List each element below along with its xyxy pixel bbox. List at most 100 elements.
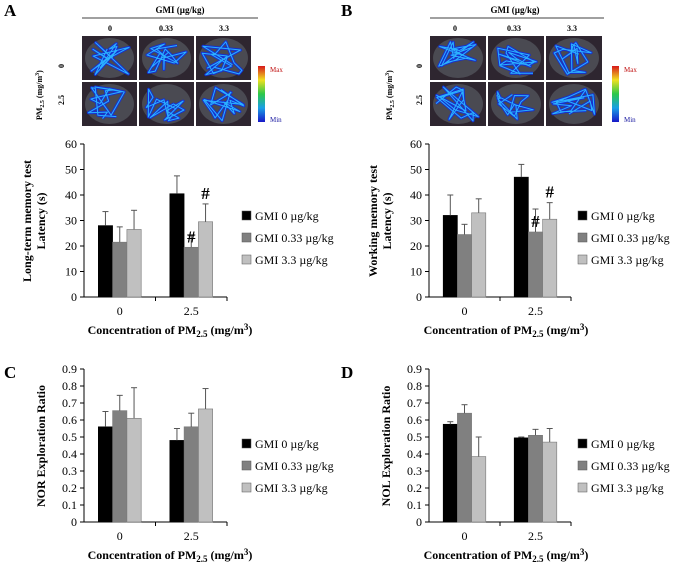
heatmap-block-b: GMI (µg/kg) 0 0.33 3.3 PM2.5 (mg/m3) 0 2… <box>385 5 637 126</box>
colorbar <box>612 66 619 122</box>
y-tick-label: 0.5 <box>407 430 422 444</box>
arena-track-highlight <box>145 88 185 122</box>
arena-track-highlight <box>551 88 595 115</box>
y-tick-label: 0.7 <box>62 396 77 410</box>
y-tick-label: 0 <box>71 290 77 304</box>
y-tick-label: 20 <box>410 239 422 253</box>
y-tick-label: 0.8 <box>407 379 422 393</box>
legend-swatch <box>241 254 252 265</box>
arena-track-highlight <box>87 86 125 119</box>
bar <box>528 434 543 523</box>
x-tick-label: 0 <box>117 304 123 318</box>
bar <box>528 231 543 298</box>
panel-letter-a: A <box>4 1 17 20</box>
x-tick-label: 2.5 <box>184 529 199 543</box>
dose-label: 3.3 <box>219 24 229 33</box>
arena-track-highlight <box>553 42 592 75</box>
y-tick-label: 0.9 <box>407 362 422 376</box>
y-tick-label: 0.7 <box>407 396 422 410</box>
dose-label: 3.3 <box>567 24 577 33</box>
bar <box>126 417 142 523</box>
bar <box>513 437 529 523</box>
arena-track-highlight <box>203 87 245 122</box>
legend-swatch <box>241 460 252 471</box>
arena-track-highlight <box>90 42 130 75</box>
bar <box>457 412 472 523</box>
legend-label: GMI 0.33 µg/kg <box>255 231 334 245</box>
y-axis-title: NOR Exploration Ratio <box>34 385 48 507</box>
y-tick-label: 0.2 <box>62 481 77 495</box>
y-tick-label: 0.3 <box>407 464 422 478</box>
y-tick-label: 10 <box>65 265 77 279</box>
legend-swatch <box>241 210 252 221</box>
y-tick-label: 0.1 <box>62 498 77 512</box>
significance-mark: # <box>531 212 540 231</box>
chart-c-nor-exploration: 0 0.1 0.2 0.3 0.4 0.5 0.6 0.7 0.8 0.9 NOR Explorat… <box>34 362 334 564</box>
x-axis-title: Concentration of PM2.5 (mg/m3) <box>88 547 253 564</box>
legend-label: GMI 0 µg/kg <box>255 209 319 223</box>
colorbar-min-label: Min <box>624 116 636 124</box>
y-axis-title: Working memory testLatency (s) <box>366 165 394 277</box>
arena-track-highlight <box>497 45 537 75</box>
chart-a-long-term-memory: 0 10 20 30 40 50 60 Long-term memory testLatenc… <box>20 137 334 339</box>
x-axis-title: Concentration of PM2.5 (mg/m3) <box>424 547 589 564</box>
legend-swatch <box>577 254 588 265</box>
heatmap-row-label: 0 <box>415 64 424 68</box>
legend-label: GMI 0 µg/kg <box>591 209 655 223</box>
bar <box>98 426 113 523</box>
colorbar-max-label: Max <box>624 66 637 74</box>
y-tick-label: 0.8 <box>62 379 77 393</box>
y-tick-label: 0.6 <box>407 413 422 427</box>
x-axis-title: Concentration of PM2.5 (mg/m3) <box>88 322 253 339</box>
y-tick-label: 10 <box>410 265 422 279</box>
heatmap-row-axis-label: PM2.5 (mg/m3) <box>385 70 396 120</box>
y-tick-label: 40 <box>410 188 422 202</box>
dose-label: 0 <box>108 24 112 33</box>
legend-label: GMI 3.3 µg/kg <box>255 481 328 495</box>
legend-label: GMI 3.3 µg/kg <box>255 253 328 267</box>
arena-grid <box>430 36 602 126</box>
arena-grid <box>82 36 251 126</box>
legend-label: GMI 0 µg/kg <box>591 437 655 451</box>
y-tick-label: 0.9 <box>62 362 77 376</box>
y-tick-label: 60 <box>65 137 77 151</box>
arena-track-highlight <box>438 41 477 67</box>
bar <box>542 218 558 298</box>
bar <box>442 423 458 523</box>
legend-swatch <box>577 482 588 493</box>
x-tick-label: 2.5 <box>528 529 543 543</box>
bar <box>198 408 213 523</box>
legend-label: GMI 0.33 µg/kg <box>591 459 670 473</box>
dose-label: 0.33 <box>159 24 173 33</box>
dose-label: 0.33 <box>507 24 521 33</box>
y-axis-title: Long-term memory testLatency (s) <box>20 160 48 282</box>
legend-swatch <box>577 232 588 243</box>
bar <box>183 426 199 523</box>
y-tick-label: 0.1 <box>407 498 422 512</box>
bar <box>98 225 113 298</box>
y-tick-label: 0.6 <box>62 413 77 427</box>
y-tick-label: 20 <box>65 239 77 253</box>
arena-track-highlight <box>435 86 479 122</box>
bar <box>471 212 487 298</box>
legend-swatch <box>241 438 252 449</box>
heatmap-row-axis-label: PM2.5 (mg/m3) <box>35 70 46 120</box>
dose-label: 0 <box>453 24 457 33</box>
bar <box>442 215 458 298</box>
heatmap-row-label: 2.5 <box>57 95 66 105</box>
bar <box>183 246 199 298</box>
y-tick-label: 30 <box>410 214 422 228</box>
bar <box>112 410 128 523</box>
y-tick-label: 0 <box>416 515 422 529</box>
legend-label: GMI 3.3 µg/kg <box>591 253 664 267</box>
bar <box>457 234 472 298</box>
x-tick-label: 0 <box>462 304 468 318</box>
chart-b-working-memory: 0 10 20 30 40 50 60 Working memory testLatency … <box>366 137 670 339</box>
y-tick-label: 50 <box>65 163 77 177</box>
bar <box>542 441 558 523</box>
heatmap-row-label: 0 <box>57 64 66 68</box>
colorbar-min-label: Min <box>270 116 282 124</box>
chart-d-nol-exploration: 0 0.1 0.2 0.3 0.4 0.5 0.6 0.7 0.8 0.9 NOL Explorat… <box>379 362 670 564</box>
bar <box>513 176 529 298</box>
